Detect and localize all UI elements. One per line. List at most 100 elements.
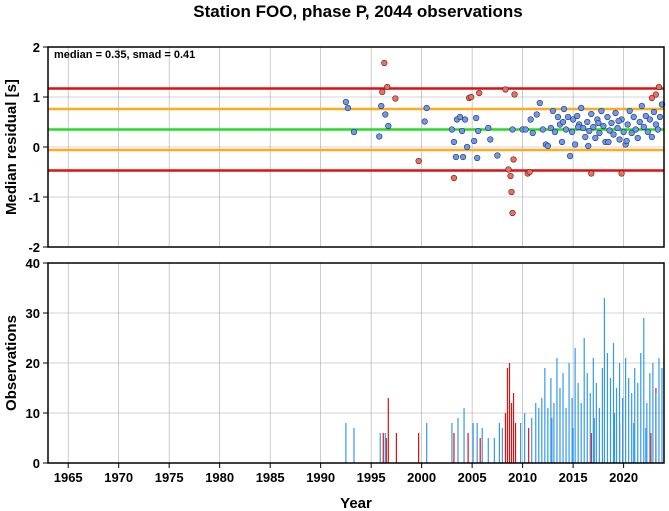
- residual-point-1-4: [415, 157, 422, 165]
- residual-point-0-57: [592, 134, 599, 142]
- residual-point-0-80: [638, 102, 645, 110]
- x-tick-label-2010: 2010: [508, 470, 537, 485]
- observations-y-axis-label: Observations: [3, 315, 20, 411]
- residual-point-0-48: [574, 112, 581, 120]
- residual-point-1-12: [508, 188, 515, 196]
- residual-point-0-22: [485, 124, 492, 132]
- observations-y-tick-label-40: 40: [26, 256, 40, 271]
- residual-point-0-65: [608, 119, 615, 127]
- residual-point-0-30: [533, 111, 540, 118]
- residual-point-0-76: [630, 113, 637, 121]
- residual-point-0-0: [342, 98, 350, 106]
- x-tick-label-1985: 1985: [256, 470, 285, 485]
- observations-panel: 0 10 20 30 40 1965 1970 1975 1980 1985 1990 1995 20…: [3, 256, 665, 511]
- residual-point-0-47: [572, 141, 579, 148]
- observations-bars: [345, 298, 663, 463]
- x-tick-label-1990: 1990: [306, 470, 335, 485]
- x-tick-label-1975: 1975: [155, 470, 184, 485]
- residual-point-1-15: [511, 91, 518, 98]
- residual-point-0-1: [344, 104, 352, 112]
- residual-point-0-94: [575, 123, 582, 131]
- residual-point-0-78: [634, 134, 641, 142]
- x-tick-label-1970: 1970: [104, 470, 133, 485]
- residual-point-0-60: [598, 107, 605, 115]
- residual-point-0-61: [600, 122, 607, 130]
- median-smad-annotation: median = 0.35, smad = 0.41: [54, 49, 195, 61]
- residual-point-0-7: [423, 104, 430, 112]
- residual-point-0-35: [547, 124, 554, 132]
- residual-point-0-55: [588, 110, 595, 118]
- residual-point-0-19: [473, 114, 480, 122]
- residual-point-0-10: [450, 138, 458, 146]
- residual-y-tick-label-2: 2: [33, 40, 40, 55]
- residual-point-0-32: [539, 126, 546, 133]
- residual-point-0-73: [624, 121, 631, 128]
- residual-point-0-96: [595, 119, 602, 127]
- residual-point-1-17: [526, 168, 533, 176]
- residual-point-0-46: [570, 116, 577, 123]
- residual-point-0-15: [459, 153, 467, 161]
- residual-point-0-13: [458, 127, 466, 135]
- residual-point-0-17: [463, 143, 471, 151]
- residual-point-0-5: [382, 111, 389, 118]
- residual-point-1-3: [392, 95, 399, 102]
- x-tick-label-1980: 1980: [205, 470, 234, 485]
- residual-point-0-42: [562, 126, 570, 133]
- residual-point-1-10: [505, 166, 512, 173]
- residual-point-0-79: [636, 118, 643, 126]
- residual-point-0-12: [456, 113, 464, 121]
- residual-point-0-52: [582, 133, 589, 141]
- residual-point-0-25: [509, 126, 516, 133]
- residual-point-0-50: [578, 104, 585, 112]
- residual-point-1-1: [381, 59, 388, 67]
- residual-point-0-29: [529, 129, 536, 137]
- residual-point-1-20: [648, 94, 655, 102]
- residual-point-0-74: [626, 107, 633, 115]
- residual-point-0-85: [648, 133, 655, 141]
- observations-y-tick-label-20: 20: [26, 356, 40, 371]
- residual-point-1-7: [468, 93, 475, 101]
- residual-point-0-41: [560, 105, 568, 113]
- residual-point-0-3: [376, 133, 383, 140]
- x-tick-label-1995: 1995: [357, 470, 386, 485]
- residual-point-0-63: [604, 113, 611, 121]
- residual-point-0-56: [590, 123, 597, 131]
- residual-point-0-71: [620, 128, 627, 136]
- residual-point-0-6: [385, 122, 392, 130]
- residual-y-axis-label: Median residual [s]: [3, 79, 20, 215]
- residual-point-1-14: [510, 156, 517, 163]
- x-tick-label-2000: 2000: [407, 470, 436, 485]
- residual-point-0-38: [554, 113, 562, 121]
- residual-point-0-21: [474, 154, 481, 162]
- residual-point-0-81: [640, 123, 647, 131]
- residual-point-0-53: [584, 118, 591, 126]
- residual-point-0-84: [646, 116, 653, 123]
- residual-point-0-27: [522, 126, 529, 133]
- x-tick-label-2015: 2015: [559, 470, 588, 485]
- residual-point-0-92: [605, 138, 612, 146]
- residual-point-0-68: [614, 124, 621, 132]
- residual-point-0-18: [471, 137, 478, 145]
- residual-point-0-2: [350, 128, 358, 136]
- residual-point-0-14: [461, 116, 469, 123]
- residual-point-1-13: [509, 209, 516, 217]
- residual-point-0-66: [610, 131, 617, 138]
- observations-y-tick-label-10: 10: [26, 406, 40, 421]
- x-tick-label-1965: 1965: [54, 470, 83, 485]
- residual-point-0-9: [448, 126, 456, 133]
- residual-point-1-22: [655, 83, 663, 91]
- residual-point-0-88: [654, 126, 662, 133]
- residual-point-0-28: [527, 116, 534, 123]
- residual-point-0-51: [580, 124, 587, 132]
- residual-point-0-43: [564, 113, 572, 121]
- residual-point-0-77: [632, 126, 639, 133]
- residual-point-0-36: [549, 107, 557, 115]
- residual-points: [342, 59, 666, 217]
- residual-point-0-8: [421, 118, 428, 125]
- residual-point-1-5: [450, 174, 458, 182]
- residual-point-0-97: [615, 117, 622, 125]
- residual-point-0-34: [544, 142, 551, 150]
- x-tick-label-2005: 2005: [458, 470, 487, 485]
- residual-point-0-54: [586, 127, 593, 135]
